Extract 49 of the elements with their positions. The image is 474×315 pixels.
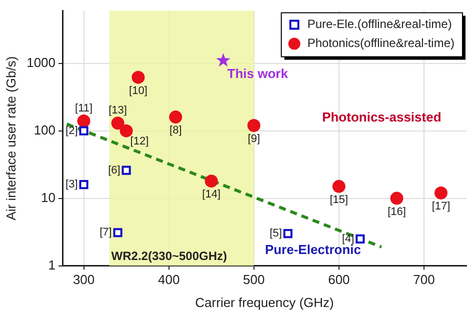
point	[111, 116, 124, 130]
x-tick-label: 700	[413, 272, 435, 288]
point	[77, 114, 90, 128]
point	[332, 180, 346, 193]
band-label: WR2.2(330~500GHz)	[111, 249, 228, 264]
annotation: [2]	[66, 124, 78, 137]
x-tick-label: 500	[243, 272, 265, 288]
point	[216, 53, 230, 67]
point	[120, 124, 133, 138]
annotation: [14]	[202, 188, 221, 201]
annotation: [7]	[100, 226, 112, 239]
point	[122, 166, 131, 175]
point	[283, 229, 292, 238]
point	[356, 234, 365, 244]
annotation: [4]	[342, 232, 354, 245]
annotation: [10]	[129, 84, 148, 97]
y-tick-label: 1	[48, 257, 56, 272]
annotation: [3]	[66, 178, 78, 191]
annotation: This work	[227, 66, 289, 82]
point	[132, 70, 145, 84]
annotation: [17]	[432, 200, 450, 212]
annotation: [8]	[170, 124, 182, 137]
point	[204, 174, 218, 188]
y-axis-title: Air interface user rate (Gb/s)	[3, 56, 18, 220]
y-tick-label: 100	[34, 122, 56, 138]
point	[113, 228, 122, 238]
annotation: [5]	[270, 228, 282, 240]
annotation: [11]	[75, 102, 93, 114]
annotation: [16]	[388, 206, 406, 218]
point	[169, 110, 182, 124]
annotation: [13]	[108, 104, 127, 117]
annotation: [9]	[248, 133, 260, 145]
legend-label: Photonics(offline&real-time)	[307, 36, 455, 50]
annotation: [6]	[108, 164, 120, 176]
y-tick-label: 10	[41, 190, 56, 205]
annotation: [12]	[130, 135, 149, 148]
annotation: [15]	[330, 194, 348, 206]
x-tick-label: 300	[72, 272, 95, 288]
x-tick-label: 400	[158, 272, 180, 288]
point	[434, 186, 448, 200]
point	[79, 126, 88, 136]
x-tick-label: 600	[328, 272, 350, 288]
annotation: Photonics-assisted	[322, 109, 442, 124]
point	[79, 180, 88, 190]
legend-label: Pure-Ele.(offline&real-time)	[307, 17, 452, 32]
point	[247, 118, 260, 132]
point	[390, 192, 404, 205]
y-tick-label: 1000	[26, 54, 56, 70]
x-axis-title: Carrier frequency (GHz)	[195, 294, 334, 310]
